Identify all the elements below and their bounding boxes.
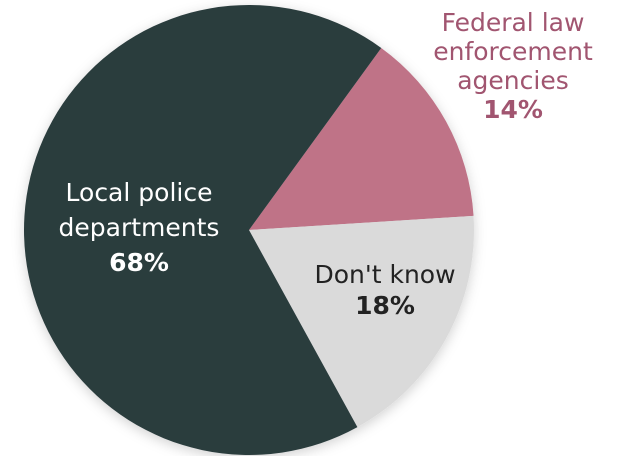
slices-layer [23, 4, 475, 455]
slice-label-line: Federal law [442, 8, 585, 37]
slice-value-label: 14% [483, 95, 543, 124]
slice-label-line: departments [59, 213, 220, 242]
slice-value-label: 68% [109, 248, 169, 277]
slice-label-line: Local police [66, 178, 213, 207]
pie-slice-federal [249, 47, 474, 230]
slice-label-local-police: Local police departments 68% [59, 178, 220, 277]
pie-slice-local-police [23, 4, 382, 455]
slice-label-line: enforcement [433, 37, 593, 66]
slice-value-label: 18% [355, 291, 415, 320]
slice-label-line: Don't know [314, 260, 455, 289]
slice-label-line: agencies [457, 66, 569, 95]
pie-slice-dont-know [249, 215, 475, 428]
